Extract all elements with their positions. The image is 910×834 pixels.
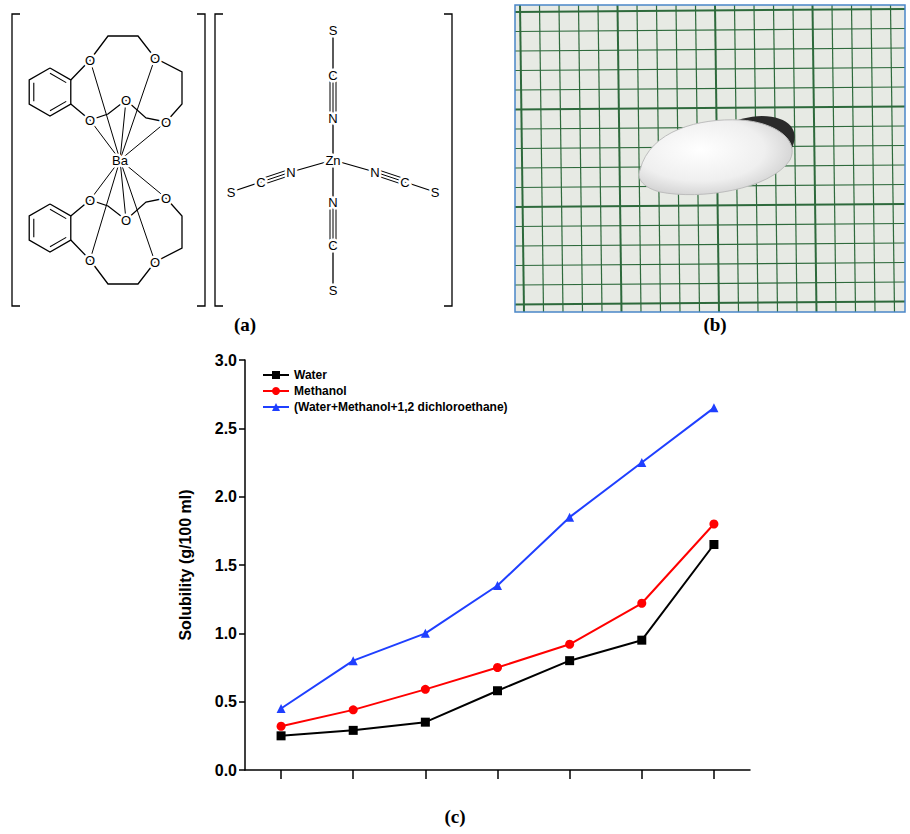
svg-text:1.0: 1.0 [215,625,237,642]
html-text:(a): (a) [233,314,257,335]
svg-text:O: O [161,191,171,206]
svg-text:0.0: 0.0 [215,762,237,779]
svg-text:C: C [400,175,409,190]
svg-text:S: S [329,23,338,38]
html-text:(b): (b) [703,314,727,335]
svg-text:2.0: 2.0 [215,488,237,505]
svg-text:Zn: Zn [325,153,340,168]
svg-text:C: C [328,238,337,253]
svg-text:Methanol: Methanol [294,384,347,398]
svg-text:Ba: Ba [112,153,129,168]
svg-text:(Water+Methanol+1,2 dichloroet: (Water+Methanol+1,2 dichloroethane) [294,400,508,414]
svg-text:O: O [85,53,95,68]
svg-text:C: C [256,175,265,190]
svg-text:C: C [328,68,337,83]
svg-text:O: O [150,255,160,270]
svg-text:O: O [85,193,95,208]
svg-text:N: N [328,111,337,126]
svg-text:N: N [370,165,379,180]
svg-text:O: O [121,93,131,108]
svg-text:O: O [150,51,160,66]
html-text:(c): (c) [444,806,466,827]
svg-text:S: S [329,283,338,298]
svg-text:2.5: 2.5 [215,420,237,437]
svg-text:O: O [85,113,95,128]
svg-text:N: N [286,165,295,180]
svg-text:N: N [328,195,337,210]
svg-text:S: S [431,185,440,200]
svg-text:O: O [161,115,171,130]
svg-text:O: O [85,253,95,268]
svg-text:0.5: 0.5 [215,693,237,710]
svg-text:S: S [227,185,236,200]
svg-text:O: O [121,213,131,228]
svg-text:Solubility (g/100 ml): Solubility (g/100 ml) [177,489,194,640]
svg-text:3.0: 3.0 [215,352,237,369]
svg-text:Water: Water [294,368,327,382]
svg-text:1.5: 1.5 [215,557,237,574]
